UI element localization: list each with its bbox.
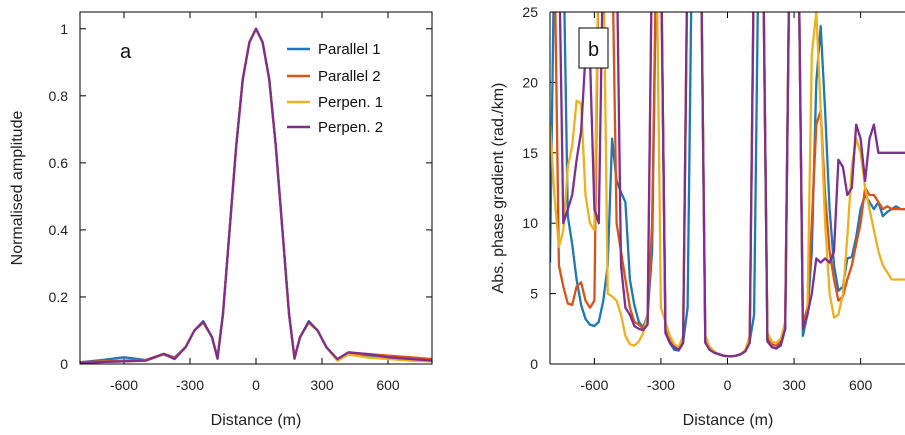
panel-a-ytick-label: 0 [60,356,68,372]
panel-b-label: b [588,39,599,61]
panel-a-ytick-label: 0.4 [49,222,69,238]
panel-b-ylabel: Abs. phase gradient (rad./km) [490,83,507,294]
panel-a-xtick-label: 300 [310,377,334,393]
panel-b-ytick-label: 20 [522,74,538,90]
panel-a-series [80,27,432,364]
panel-a-xtick-label: -300 [176,377,204,393]
panel-b-line-perpen-2 [558,12,905,358]
panel-b-ytick-label: 10 [522,215,538,231]
legend-item-parallel-2: Parallel 2 [287,68,381,85]
panel-b: -600 -300 0 300 600 0 5 10 15 20 25 b Distance (m)… [490,4,905,429]
panel-b-ytick-label: 15 [522,145,538,161]
panel-b-ticks: -600 -300 0 300 600 0 5 10 15 20 25 [522,4,872,393]
panel-b-ytick-label: 0 [530,356,538,372]
panel-a-ytick-label: 1 [60,21,68,37]
panel-b-ytick-label: 25 [522,4,538,20]
panel-a: -600 -300 0 300 600 0 0.2 0.4 0.6 0.8 1 a Distance… [9,11,433,429]
panel-b-xtick-label: -600 [580,377,608,393]
panel-a-label: a [120,41,132,63]
panel-a-xlabel: Distance (m) [211,412,302,429]
panel-b-xtick-label: -300 [647,377,675,393]
legend-label-parallel-2: Parallel 2 [318,68,381,85]
panel-a-ytick-label: 0.8 [49,88,69,104]
legend: Parallel 1 Parallel 2 Perpen. 1 Perpen. … [287,41,383,136]
panel-a-xtick-label: 600 [376,377,400,393]
panel-b-label-box [578,27,609,69]
panel-a-ytick-label: 0.6 [49,155,69,171]
panel-b-ytick-label: 5 [530,286,538,302]
panel-a-ytick-label: 0.2 [49,289,69,305]
panel-a-ylabel: Normalised amplitude [9,111,26,266]
legend-label-perpen-1: Perpen. 1 [318,94,383,111]
panel-a-xtick-label: -600 [110,377,138,393]
legend-label-parallel-1: Parallel 1 [318,41,381,58]
panel-b-xtick-label: 300 [782,377,806,393]
legend-item-perpen-2: Perpen. 2 [287,119,383,136]
legend-item-perpen-1: Perpen. 1 [287,94,383,111]
panel-a-frame [79,11,433,365]
panel-b-xtick-label: 0 [724,377,732,393]
legend-label-perpen-2: Perpen. 2 [318,119,383,136]
legend-item-parallel-1: Parallel 1 [287,41,381,58]
panel-b-xtick-label: 600 [849,377,873,393]
panel-a-line-perpen-2 [80,27,432,364]
panel-b-series [550,12,905,358]
panel-b-xlabel: Distance (m) [683,412,774,429]
panel-a-ticks: -600 -300 0 300 600 0 0.2 0.4 0.6 0.8 1 [49,12,432,393]
panel-a-xtick-label: 0 [252,377,260,393]
